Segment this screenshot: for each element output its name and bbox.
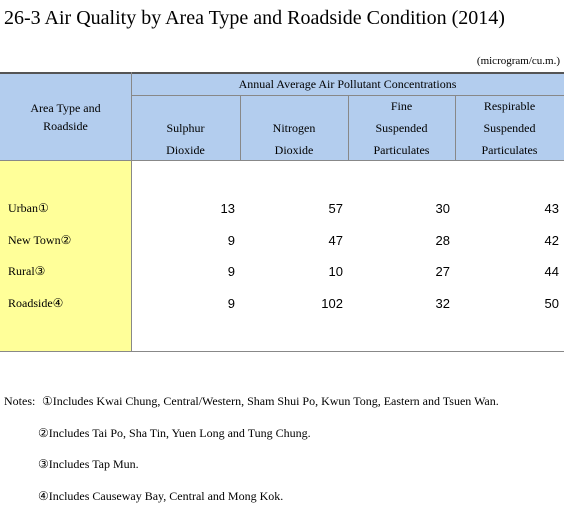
col-rule [455,95,456,160]
header-rule [131,95,564,96]
cell-value: 32 [435,296,450,312]
cell-value: 9 [227,296,235,312]
cell-value: 102 [321,296,343,312]
cell-value: 50 [544,296,559,312]
row-label: Roadside④ [8,296,64,311]
note: ③Includes Tap Mun. [38,457,139,471]
cell-value: 57 [328,201,343,216]
column-header: Respirable [483,99,536,113]
cell-value: 28 [435,232,450,248]
col-rule [240,95,241,160]
note: ②Includes Tai Po, Sha Tin, Yuen Long and… [38,425,311,440]
note: ①Includes Kwai Chung, Central/Western, S… [42,394,499,408]
column-header: Dioxide [274,143,314,157]
cell-value: 43 [544,201,559,216]
cell-value: 47 [328,232,343,248]
column-header: Dioxide [166,143,205,157]
notes-label: Notes: [4,394,36,408]
cell-value: 44 [544,264,559,280]
header-bottom [0,160,564,161]
note: ④Includes Causeway Bay, Central and Mong… [38,488,284,503]
cell-value: 9 [227,232,235,248]
label-col-bg [0,160,131,352]
row-label: Rural③ [8,264,46,279]
title: 26-3 Air Quality by Area Type and Roadsi… [4,7,505,29]
cell-value: 30 [435,201,450,216]
group-header: Annual Average Air Pollutant Concentrati… [238,77,457,91]
column-header: Suspended [483,121,536,135]
cell-value: 10 [328,264,343,280]
header-bg [0,72,564,160]
cell-value: 13 [220,201,235,216]
corner-header: Area Type and [30,101,101,115]
row-label: Urban① [8,201,49,215]
column-header: Particulates [481,143,538,157]
row-label: New Town② [8,232,72,247]
col-rule [348,95,349,160]
column-header: Fine [390,99,413,113]
column-header: Suspended [375,121,428,135]
column-header: Nitrogen [272,121,316,135]
column-header: Particulates [373,143,430,157]
corner-header: Roadside [43,119,88,133]
cell-value: 9 [227,264,235,280]
table-bottom [0,351,564,352]
column-header: Sulphur [166,121,205,135]
cell-value: 42 [544,232,559,248]
unit: (microgram/cu.m.) [476,55,560,67]
col-rule [131,72,132,352]
cell-value: 27 [435,264,450,280]
